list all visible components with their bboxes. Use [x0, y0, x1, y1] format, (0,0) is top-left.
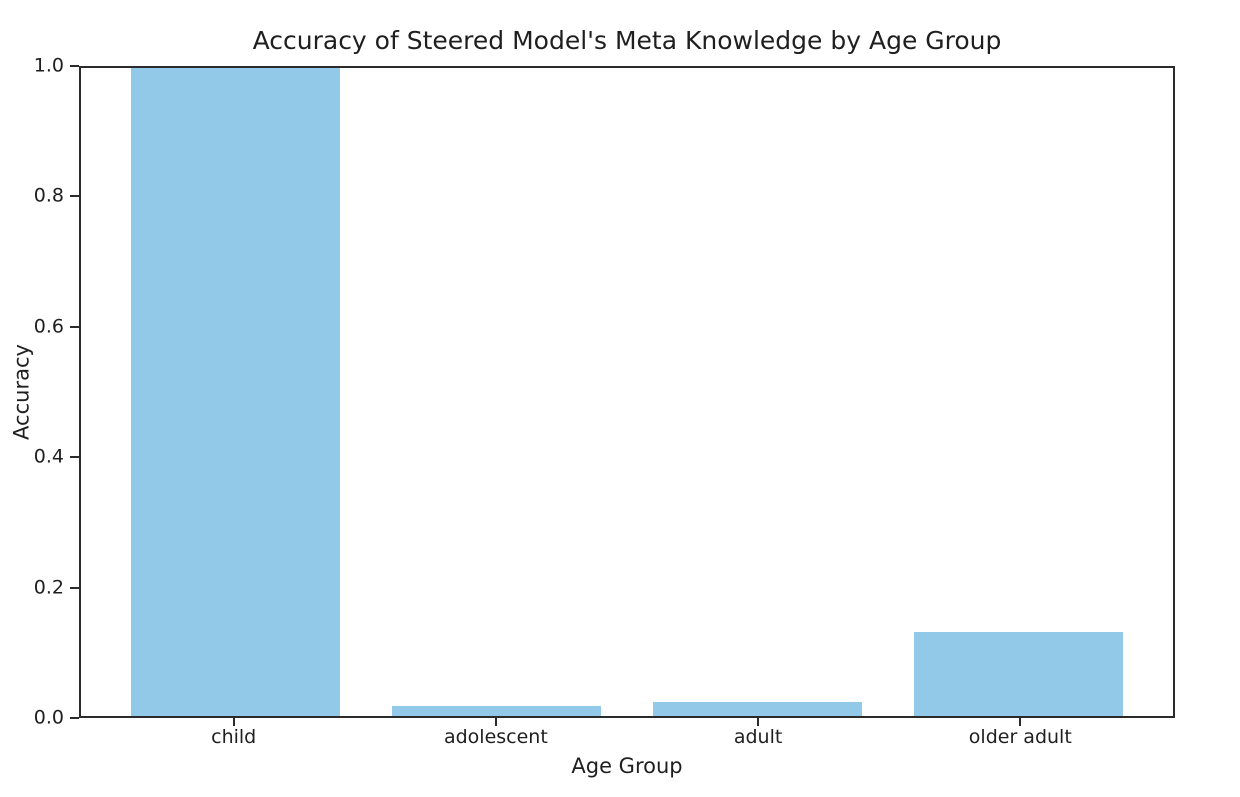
x-tick-mark — [232, 717, 235, 726]
y-tick-mark — [70, 586, 79, 589]
bar-older-adult — [914, 632, 1124, 716]
y-tick-mark — [70, 195, 79, 198]
y-tick-mark — [70, 65, 79, 67]
y-axis-label: Accuracy — [9, 344, 34, 440]
x-tick-mark — [494, 717, 497, 726]
x-tick-label: child — [211, 726, 257, 748]
x-tick-mark — [757, 717, 760, 726]
y-tick-label: 0.6 — [33, 315, 64, 338]
bar-adolescent — [391, 706, 601, 716]
y-tick-label: 1.0 — [33, 54, 64, 77]
x-tick-label: adolescent — [443, 726, 548, 748]
y-tick-mark — [70, 456, 79, 459]
y-tick-label: 0.2 — [33, 576, 64, 599]
x-axis-label: Age Group — [571, 754, 683, 778]
x-tick-label: adult — [733, 726, 783, 748]
y-tick-label: 0.8 — [33, 184, 64, 207]
plot-area — [79, 66, 1175, 718]
bar-child — [130, 68, 340, 716]
y-tick-mark — [70, 325, 79, 328]
y-tick-mark — [70, 717, 79, 719]
x-tick-label: older adult — [968, 726, 1072, 748]
y-tick-label: 0.4 — [33, 445, 64, 468]
y-tick-label: 0.0 — [33, 706, 64, 729]
bar-adult — [653, 701, 863, 716]
x-tick-mark — [1019, 717, 1022, 726]
chart-title: Accuracy of Steered Model's Meta Knowled… — [252, 26, 1002, 55]
